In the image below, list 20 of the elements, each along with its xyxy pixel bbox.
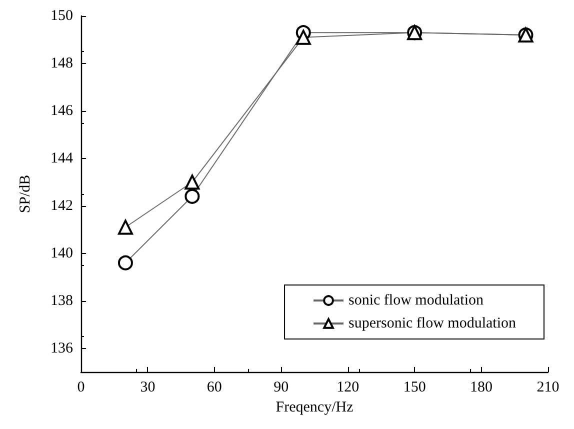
y-tick-label: 146: [50, 102, 74, 119]
legend-label: sonic flow modulation: [348, 292, 484, 308]
x-tick-label: 0: [77, 380, 85, 396]
x-tick-label: 60: [206, 380, 222, 396]
legend-label: supersonic flow modulation: [348, 316, 516, 332]
y-axis-title: SP/dB: [18, 174, 34, 214]
y-tick-label: 150: [50, 8, 73, 24]
y-tick-label: 148: [50, 55, 73, 72]
y-tick-label: 136: [50, 340, 74, 356]
y-tick-label: 144: [50, 150, 74, 166]
y-tick-label: 138: [50, 292, 73, 309]
x-axis-title: Freqency/Hz: [276, 400, 354, 416]
x-tick-label: 150: [403, 380, 426, 396]
y-tick-label: 142: [50, 198, 73, 214]
x-tick-label: 90: [274, 380, 289, 396]
y-tick-label: 140: [50, 245, 73, 262]
x-tick-label: 120: [336, 380, 360, 396]
x-tick-label: 180: [470, 380, 493, 396]
x-tick-label: 210: [536, 380, 560, 396]
x-tick-label: 30: [140, 380, 156, 396]
